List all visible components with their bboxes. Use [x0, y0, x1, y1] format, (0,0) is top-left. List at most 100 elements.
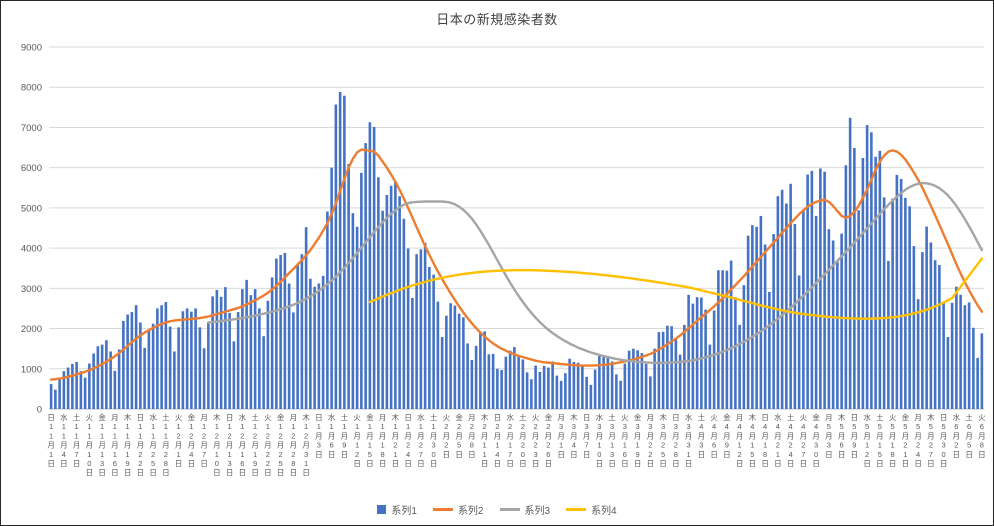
y-axis-label: 0 — [37, 405, 42, 416]
line-series-4 — [368, 257, 984, 320]
legend-item-3[interactable]: 系列3 — [499, 502, 551, 517]
y-axis-label: 6000 — [21, 163, 42, 174]
y-axis-label: 9000 — [21, 43, 42, 54]
chart-legend: 系列1 系列2 系列3 系列4 — [1, 502, 993, 517]
chart-title: 日本の新規感染者数 — [436, 12, 558, 27]
legend-bar-swatch — [377, 505, 387, 514]
legend-item-4[interactable]: 系列4 — [566, 502, 617, 517]
y-axis-label: 4000 — [21, 244, 42, 255]
legend-label: 系列1 — [391, 506, 417, 517]
line-series-3 — [207, 181, 984, 365]
legend-item-1[interactable]: 系列1 — [377, 502, 417, 517]
y-axis-label: 3000 — [21, 284, 42, 295]
legend-line-swatch — [499, 508, 520, 511]
line-series-2 — [49, 148, 984, 381]
y-axis-label: 7000 — [21, 123, 42, 134]
y-axis-label: 5000 — [21, 203, 42, 214]
bar-series-1 — [49, 91, 984, 410]
legend-label: 系列2 — [457, 506, 484, 517]
legend-line-swatch — [432, 508, 453, 511]
x-axis-labels: 日 1 1 月 1 日水 1 1 月 4 日土 1 1 月 7 日火 1 1 月 1 0 日金 1 1 月 1 3 日月 1 1 月 1 6 日木… — [47, 412, 986, 477]
legend-label: 系列4 — [591, 506, 617, 517]
y-axis-label: 8000 — [21, 83, 42, 94]
y-axis-label: 1000 — [21, 364, 42, 375]
legend-item-2[interactable]: 系列2 — [432, 502, 484, 517]
legend-label: 系列3 — [524, 506, 551, 517]
y-axis-label: 2000 — [21, 324, 42, 335]
chart-plot-area: 0 1000 2000 3000 4000 5000 6000 7000 8000 9000 日 1 1… — [21, 43, 986, 478]
